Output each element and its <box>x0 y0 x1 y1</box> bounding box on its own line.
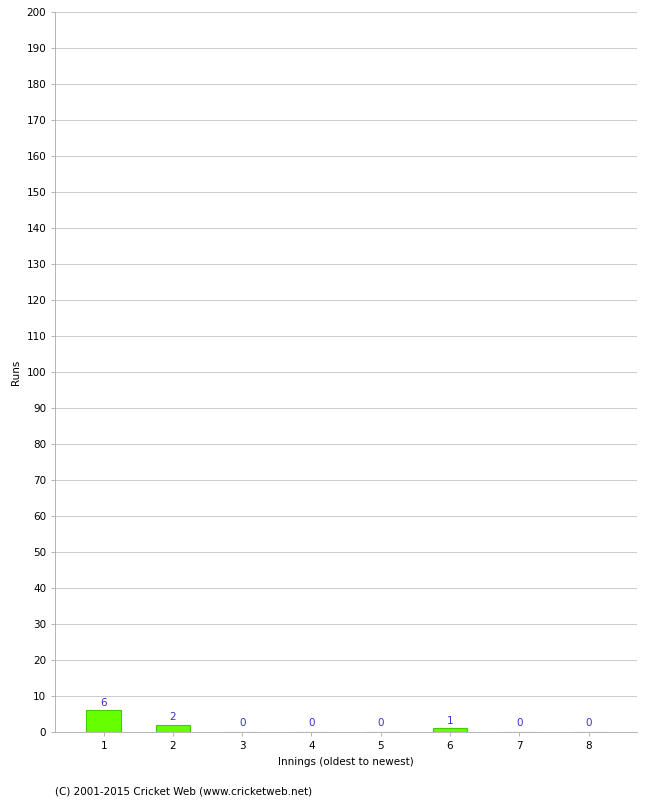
X-axis label: Innings (oldest to newest): Innings (oldest to newest) <box>278 757 414 766</box>
Text: 0: 0 <box>516 718 523 728</box>
Text: 1: 1 <box>447 715 453 726</box>
Bar <box>86 710 121 732</box>
Y-axis label: Runs: Runs <box>11 359 21 385</box>
Bar <box>433 728 467 732</box>
Text: 2: 2 <box>170 712 176 722</box>
Text: 0: 0 <box>239 718 246 728</box>
Bar <box>155 725 190 732</box>
Text: (C) 2001-2015 Cricket Web (www.cricketweb.net): (C) 2001-2015 Cricket Web (www.cricketwe… <box>55 786 313 796</box>
Text: 0: 0 <box>308 718 315 728</box>
Text: 0: 0 <box>378 718 384 728</box>
Text: 6: 6 <box>100 698 107 707</box>
Text: 0: 0 <box>585 718 592 728</box>
